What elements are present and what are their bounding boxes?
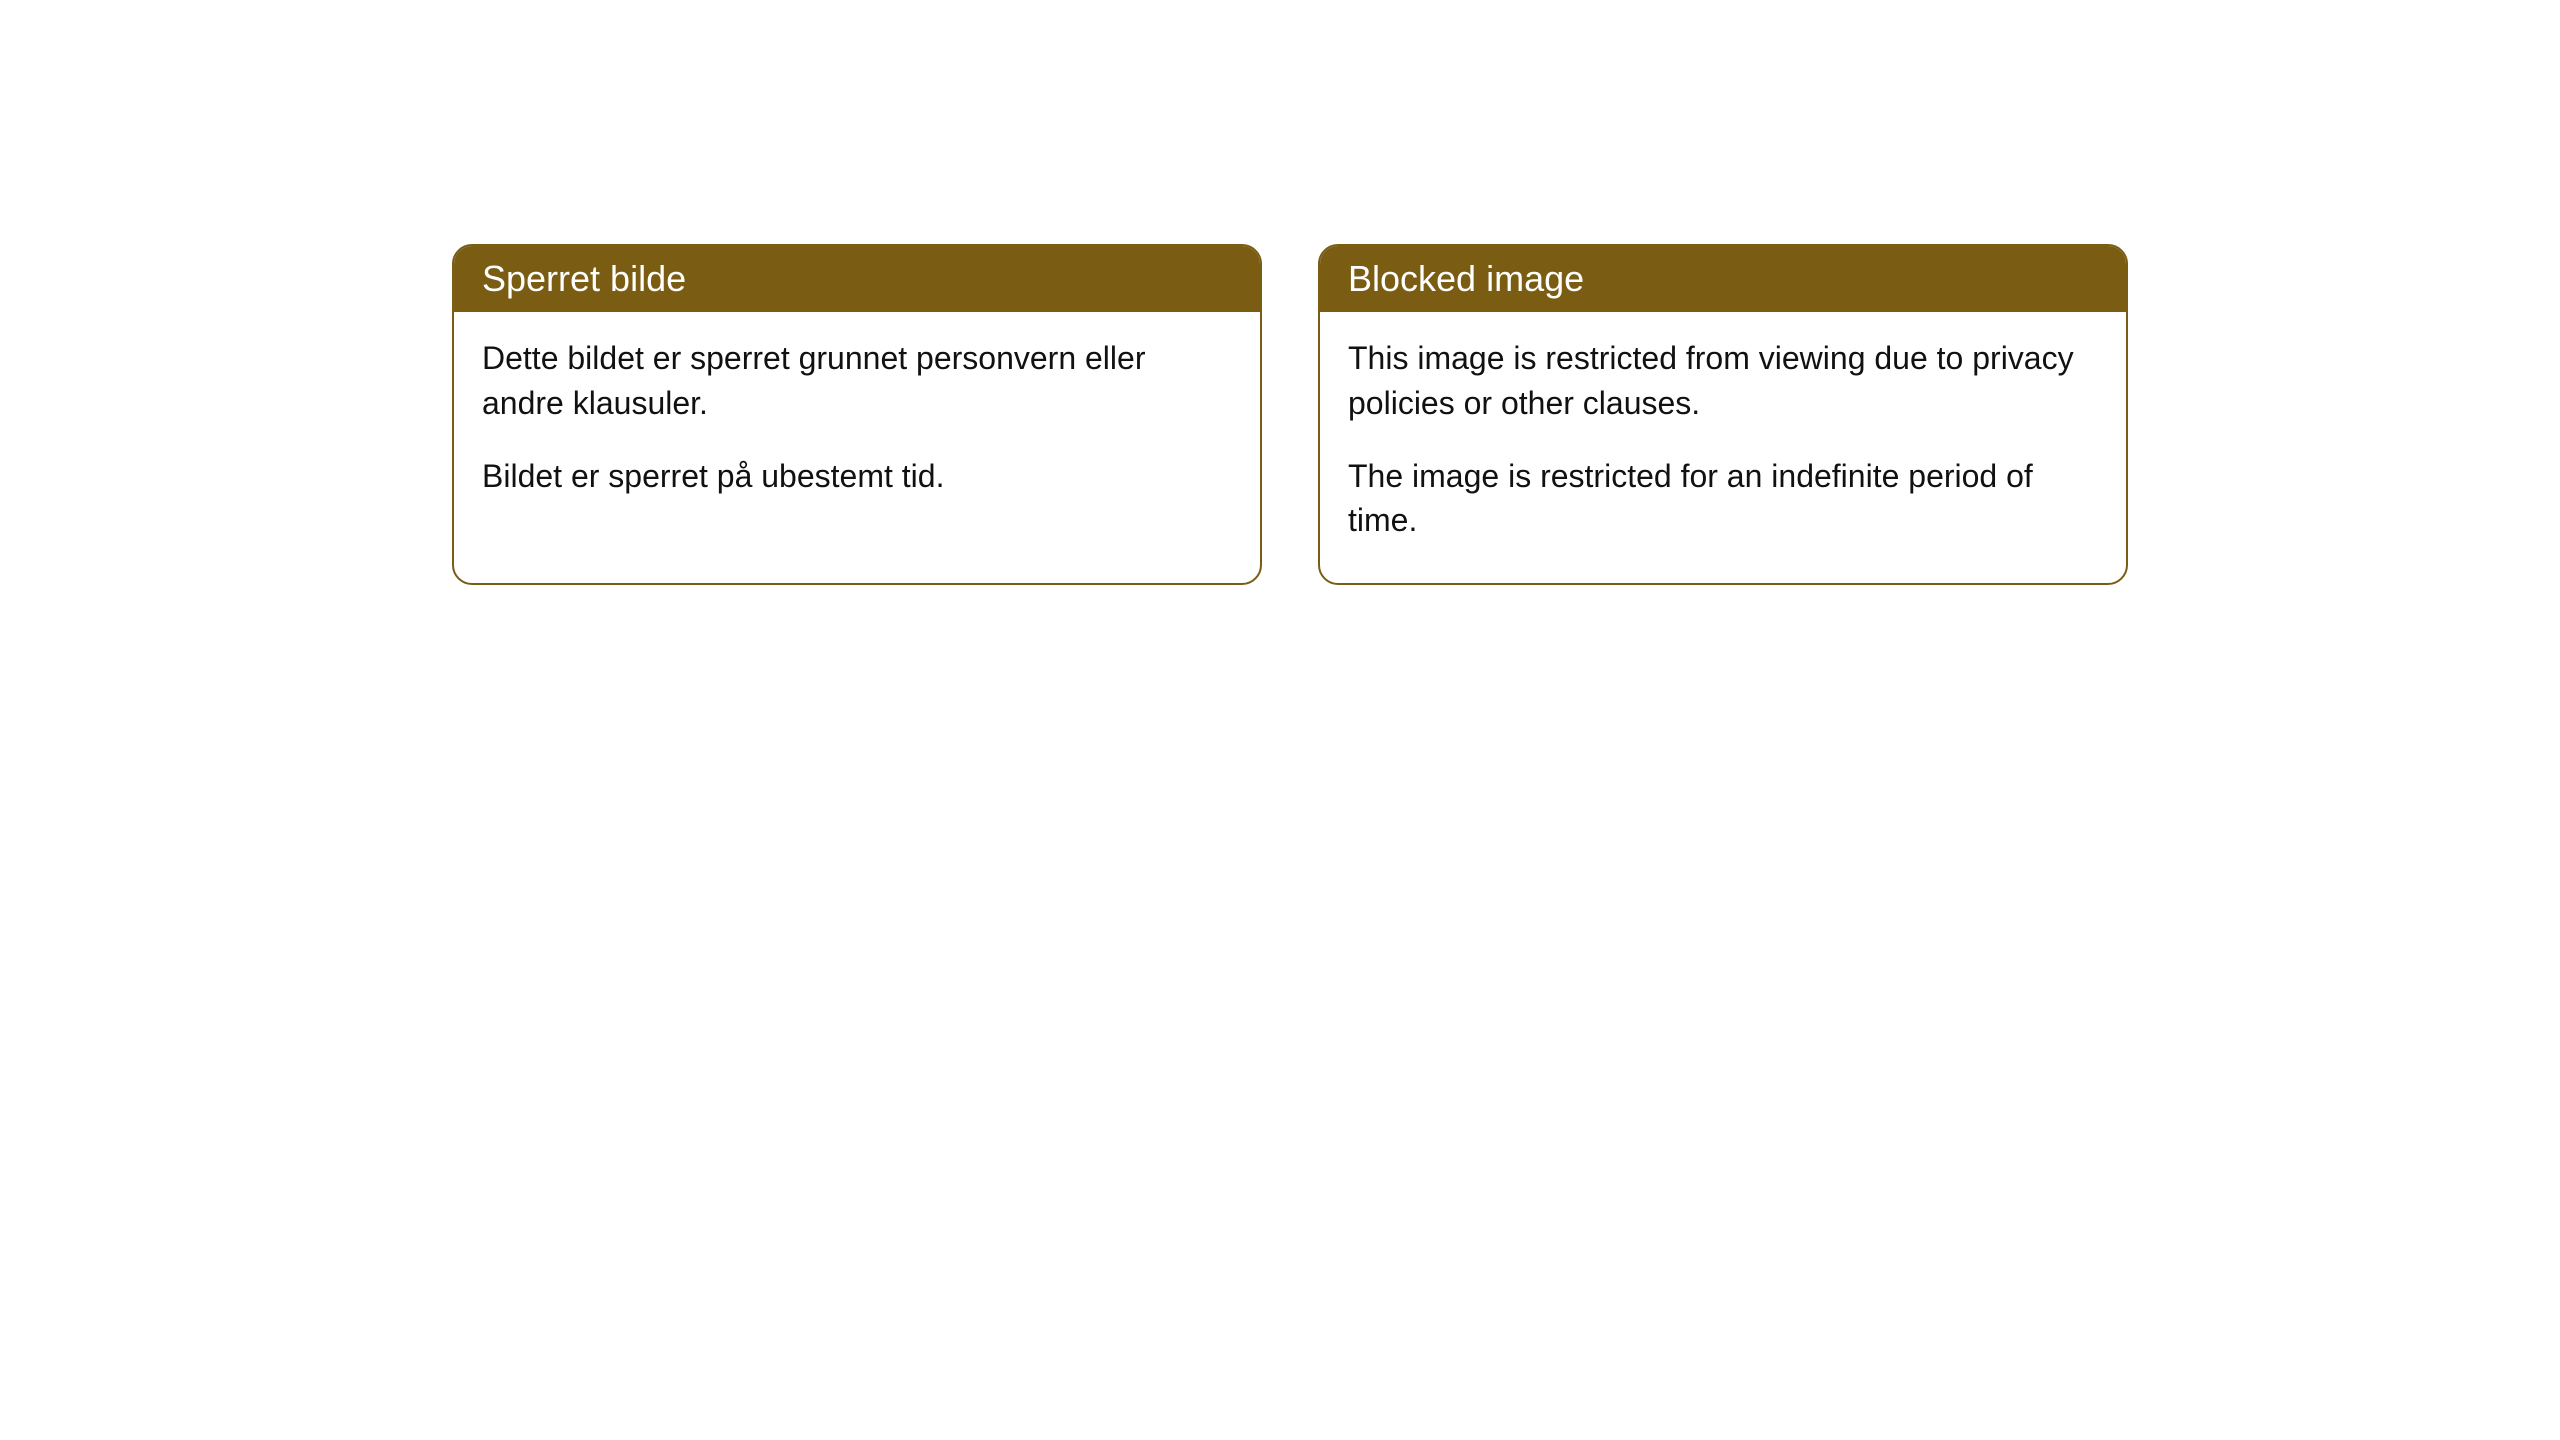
card-header: Blocked image (1320, 246, 2126, 312)
notice-card-norwegian: Sperret bilde Dette bildet er sperret gr… (452, 244, 1262, 585)
notice-card-english: Blocked image This image is restricted f… (1318, 244, 2128, 585)
card-paragraph: Dette bildet er sperret grunnet personve… (482, 336, 1232, 426)
card-header: Sperret bilde (454, 246, 1260, 312)
card-title: Sperret bilde (482, 258, 686, 299)
card-paragraph: The image is restricted for an indefinit… (1348, 454, 2098, 544)
notice-cards-container: Sperret bilde Dette bildet er sperret gr… (452, 244, 2128, 585)
card-body: This image is restricted from viewing du… (1320, 312, 2126, 583)
card-body: Dette bildet er sperret grunnet personve… (454, 312, 1260, 538)
card-title: Blocked image (1348, 258, 1584, 299)
card-paragraph: This image is restricted from viewing du… (1348, 336, 2098, 426)
card-paragraph: Bildet er sperret på ubestemt tid. (482, 454, 1232, 499)
